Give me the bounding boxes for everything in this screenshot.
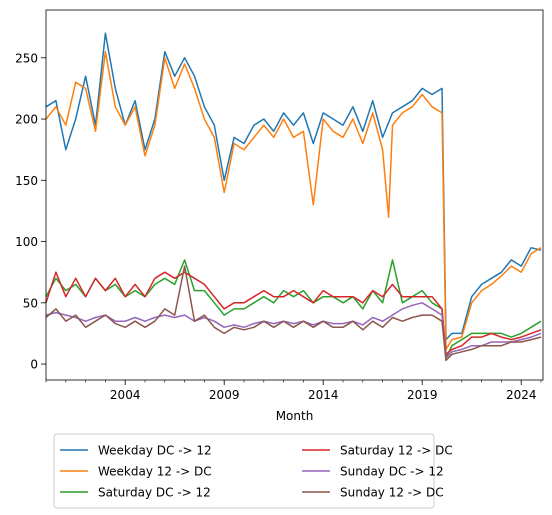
y-tick-label: 0 bbox=[30, 358, 38, 372]
y-tick-label: 150 bbox=[15, 174, 38, 188]
legend-label: Sunday 12 -> DC bbox=[340, 486, 444, 500]
x-tick-label: 2024 bbox=[506, 388, 537, 402]
x-tick-label: 2014 bbox=[308, 388, 339, 402]
series-line-5 bbox=[45, 302, 542, 359]
x-tick-label: 2009 bbox=[209, 388, 240, 402]
legend-label: Saturday 12 -> DC bbox=[340, 444, 453, 458]
y-tick-label: 200 bbox=[15, 113, 38, 127]
y-tick-label: 100 bbox=[15, 235, 38, 249]
series-line-1 bbox=[45, 32, 542, 341]
y-tick-label: 50 bbox=[23, 296, 38, 310]
legend-label: Saturday DC -> 12 bbox=[98, 486, 211, 500]
series-line-2 bbox=[45, 50, 542, 351]
legend-label: Weekday DC -> 12 bbox=[98, 444, 212, 458]
series-line-6 bbox=[45, 265, 542, 362]
legend: Weekday DC -> 12 Weekday 12 -> DC Saturday… bbox=[53, 433, 453, 509]
series-layer bbox=[45, 32, 542, 362]
plot-frame bbox=[45, 9, 544, 381]
x-tick-label: 2004 bbox=[110, 388, 141, 402]
series-line-3 bbox=[45, 259, 542, 359]
legend-box bbox=[53, 433, 435, 509]
x-tick-label: 2019 bbox=[407, 388, 438, 402]
x-axis-title: Month bbox=[276, 409, 314, 423]
legend-label: Weekday 12 -> DC bbox=[98, 465, 212, 479]
y-axis: 0 50 100 150 200 250 bbox=[15, 51, 46, 372]
x-axis: 2004 2009 2014 2019 2024 bbox=[45, 380, 542, 402]
legend-label: Sunday DC -> 12 bbox=[340, 465, 444, 479]
y-tick-label: 250 bbox=[15, 51, 38, 65]
series-line-4 bbox=[45, 271, 542, 356]
